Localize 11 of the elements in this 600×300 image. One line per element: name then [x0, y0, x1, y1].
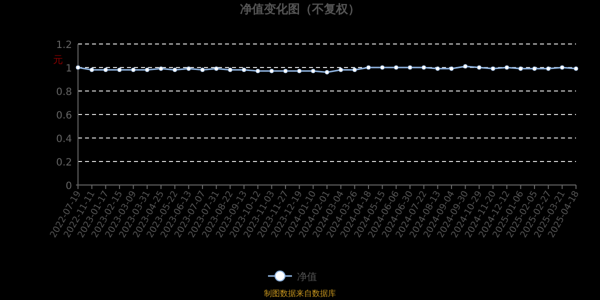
legend-label: 净值	[297, 271, 317, 283]
chart-title: 净值变化图（不复权）	[240, 2, 360, 16]
y-tick-label: 0.8	[56, 87, 72, 98]
y-tick-label: 1	[66, 64, 72, 74]
y-tick-label: 0.6	[56, 110, 72, 122]
text: 制图数据来自数据库	[264, 289, 336, 298]
y-tick-label: 0.2	[56, 158, 72, 168]
y-tick-label: 1.2	[56, 40, 72, 51]
y-tick-label: 0	[66, 181, 72, 192]
y-axis-title: 元	[53, 55, 63, 66]
y-tick-label: 0.4	[56, 134, 72, 145]
